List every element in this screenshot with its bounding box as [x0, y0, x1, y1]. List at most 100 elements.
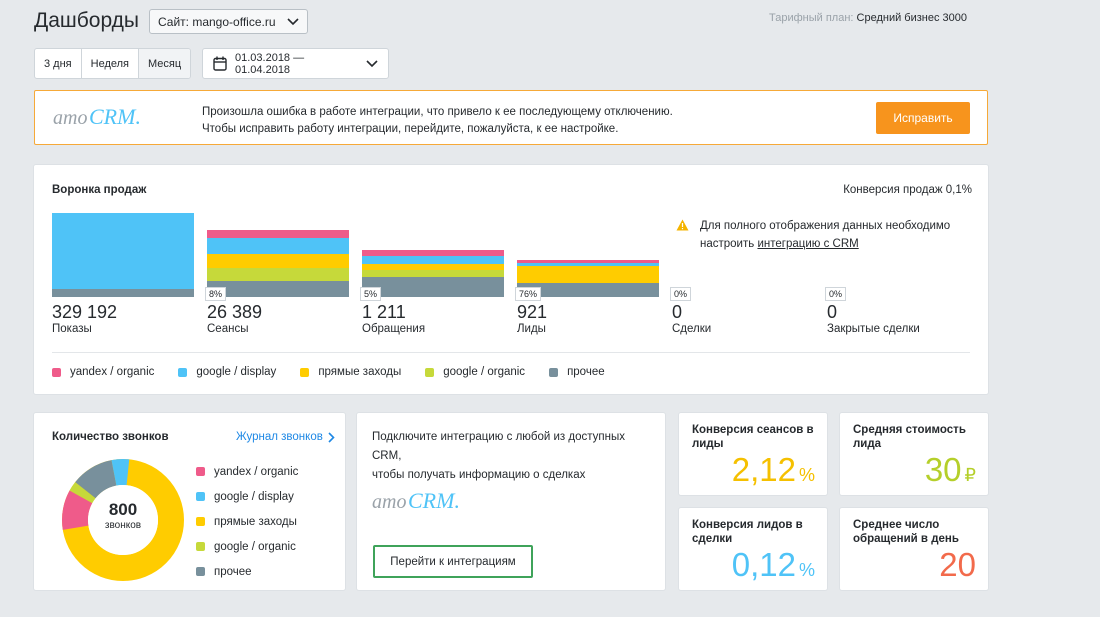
svg-text:amo: amo: [372, 491, 406, 513]
legend-swatch: [52, 367, 61, 377]
funnel-percent: 8%: [205, 287, 227, 301]
funnel-percent: 0%: [825, 287, 847, 301]
legend-swatch: [178, 367, 188, 377]
calls-journal-label: Журнал звонков: [236, 431, 323, 443]
funnel-label: Показы: [52, 323, 92, 335]
svg-text:amo: amo: [53, 107, 87, 129]
funnel-value: 26 389: [207, 302, 263, 322]
kpi-value-wrap: 2,12%: [732, 451, 815, 489]
legend-item: google / display: [196, 484, 298, 509]
funnel-bar-requests: [362, 250, 504, 297]
tariff-plan: Тарифный план: Средний бизнес 3000: [769, 12, 967, 24]
warning-line-2: настроить: [700, 238, 755, 250]
legend-item: прочее: [196, 559, 298, 584]
legend-swatch: [300, 367, 310, 377]
funnel-value: 921: [517, 302, 548, 322]
funnel-label: Обращения: [362, 323, 426, 335]
kpi-title: Среднее число обращений в день: [853, 519, 959, 545]
warning-icon: [676, 219, 689, 231]
sales-conversion: Конверсия продаж 0,1%: [843, 184, 972, 196]
amocrm-logo: amo CRM.: [372, 489, 460, 513]
crm-text-line-1: Подключите интеграцию с любой из доступн…: [372, 431, 625, 462]
funnel-value: 0: [672, 302, 683, 322]
kpi-avg-lead-cost: Средняя стоимость лида 30 ₽: [840, 413, 988, 495]
fix-button[interactable]: Исправить: [876, 102, 970, 134]
svg-text:CRM.: CRM.: [408, 489, 460, 513]
sales-funnel-card: Воронка продаж Конверсия продаж 0,1% 329…: [34, 165, 988, 394]
legend-label: google / organic: [214, 540, 296, 553]
alert-line-2: Чтобы исправить работу интеграции, перей…: [202, 123, 619, 135]
calls-donut-chart: [62, 459, 184, 581]
legend-label: yandex / organic: [214, 465, 299, 478]
integration-error-alert: amo CRM. Произошла ошибка в работе интег…: [34, 90, 988, 145]
funnel-warning: Для полного отображения данных необходим…: [700, 217, 980, 253]
crm-text-line-2: чтобы получать информацию о сделках: [372, 469, 586, 481]
legend-label: google / display: [214, 490, 294, 503]
legend-item: google / organic: [425, 366, 525, 378]
date-range-picker[interactable]: 01.03.2018 — 01.04.2018: [202, 48, 389, 79]
calls-journal-link[interactable]: Журнал звонков: [236, 431, 335, 443]
legend-label: yandex / organic: [70, 366, 155, 378]
funnel-bar-leads: [517, 260, 659, 297]
calls-total-label: звонков: [104, 520, 142, 531]
kpi-title: Средняя стоимость лида: [853, 424, 966, 450]
funnel-legend: yandex / organic google / display прямые…: [52, 366, 629, 378]
plan-label: Тарифный план:: [768, 12, 854, 24]
crm-connect-text: Подключите интеграцию с любой из доступн…: [372, 428, 657, 485]
legend-swatch: [196, 492, 205, 501]
funnel-percent: 0%: [670, 287, 692, 301]
legend-item: google / display: [178, 366, 276, 378]
legend-item: прямые заходы: [196, 509, 298, 534]
page-title: Дашборды: [34, 9, 139, 32]
legend-item: yandex / organic: [52, 366, 154, 378]
kpi-value: 2,12: [731, 451, 796, 488]
donut-segment-yandex: [62, 459, 184, 581]
kpi-title: Конверсия сеансов в лиды: [692, 424, 814, 450]
go-to-integrations-button[interactable]: Перейти к интеграциям: [373, 545, 533, 578]
calls-count-card: Количество звонков Журнал звонков 800 зв…: [34, 413, 345, 590]
site-select[interactable]: Сайт: mango-office.ru: [149, 9, 308, 34]
crm-integration-link[interactable]: интеграцию с CRM: [757, 238, 859, 250]
chevron-down-icon: [366, 59, 378, 67]
funnel-bar-impressions: [52, 213, 194, 297]
legend-swatch: [549, 367, 559, 377]
period-3-days[interactable]: 3 дня: [35, 49, 82, 78]
legend-label: google / display: [196, 366, 277, 378]
legend-label: прочее: [567, 366, 605, 378]
kpi-unit: ₽: [964, 465, 976, 485]
funnel-title: Воронка продаж: [52, 184, 147, 196]
warning-line-1: Для полного отображения данных необходим…: [700, 220, 951, 232]
funnel-value: 0: [827, 302, 838, 322]
legend-swatch: [196, 517, 205, 526]
alert-line-1: Произошла ошибка в работе интеграции, чт…: [202, 106, 673, 118]
legend-label: прямые заходы: [318, 366, 402, 378]
period-month[interactable]: Месяц: [139, 49, 191, 78]
funnel-value: 329 192: [52, 302, 118, 322]
funnel-bar-sessions: [207, 230, 349, 297]
funnel-value: 1 211: [362, 302, 406, 322]
plan-value: Средний бизнес 3000: [856, 12, 967, 24]
kpi-value: 20: [939, 546, 976, 583]
svg-text:CRM.: CRM.: [89, 105, 141, 129]
kpi-title: Конверсия лидов в сделки: [692, 519, 803, 545]
kpi-unit: %: [798, 560, 815, 580]
site-select-label: Сайт: mango-office.ru: [158, 14, 276, 29]
calendar-icon: [213, 56, 227, 71]
legend-swatch: [425, 367, 435, 377]
divider: [52, 352, 970, 353]
calls-title: Количество звонков: [52, 431, 169, 443]
period-week[interactable]: Неделя: [82, 49, 139, 78]
kpi-value: 30: [924, 451, 962, 488]
funnel-percent: 76%: [515, 287, 542, 301]
alert-message: Произошла ошибка в работе интеграции, чт…: [202, 104, 673, 138]
amocrm-logo: amo CRM.: [53, 105, 141, 129]
kpi-value-wrap: 30 ₽: [925, 451, 976, 489]
legend-label: google / organic: [443, 366, 526, 378]
legend-item: прямые заходы: [300, 366, 401, 378]
kpi-leads-to-deals: Конверсия лидов в сделки 0,12%: [679, 508, 827, 590]
calls-legend: yandex / organic google / display прямые…: [196, 459, 298, 584]
kpi-value: 0,12: [731, 546, 796, 583]
legend-swatch: [196, 467, 205, 476]
legend-swatch: [196, 542, 205, 551]
kpi-unit: %: [798, 465, 815, 485]
